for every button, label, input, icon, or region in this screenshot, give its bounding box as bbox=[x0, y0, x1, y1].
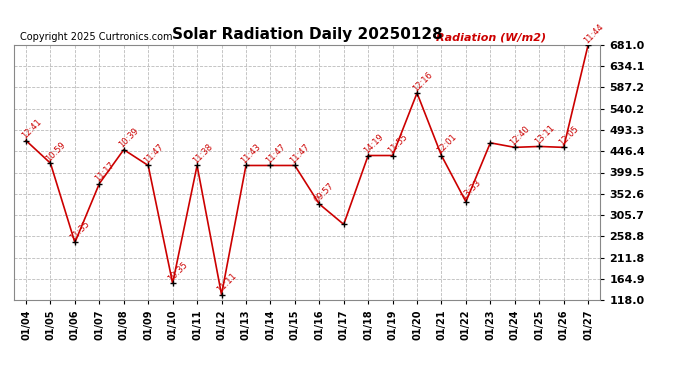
Text: Copyright 2025 Curtronics.com: Copyright 2025 Curtronics.com bbox=[19, 33, 172, 42]
Text: 11:44: 11:44 bbox=[582, 22, 605, 45]
Text: 09:57: 09:57 bbox=[313, 181, 336, 204]
Text: 11:47: 11:47 bbox=[288, 142, 312, 165]
Text: 12:01: 12:01 bbox=[435, 132, 458, 156]
Text: 10:35: 10:35 bbox=[166, 260, 190, 283]
Text: 11:11: 11:11 bbox=[215, 272, 238, 295]
Text: 12:40: 12:40 bbox=[509, 124, 531, 147]
Text: 10:59: 10:59 bbox=[44, 140, 67, 163]
Text: 11:55: 11:55 bbox=[386, 132, 409, 156]
Text: 11:35: 11:35 bbox=[68, 219, 92, 243]
Text: 10:39: 10:39 bbox=[117, 126, 141, 150]
Text: 11:43: 11:43 bbox=[239, 142, 263, 165]
Text: 11:17: 11:17 bbox=[93, 160, 116, 184]
Text: 11:47: 11:47 bbox=[264, 142, 287, 165]
Text: 13:33: 13:33 bbox=[460, 178, 483, 202]
Text: 11:38: 11:38 bbox=[190, 142, 214, 165]
Text: 12:41: 12:41 bbox=[19, 117, 43, 141]
Text: 12:16: 12:16 bbox=[411, 70, 434, 93]
Text: 12:05: 12:05 bbox=[558, 124, 580, 147]
Text: Radiation (W/m2): Radiation (W/m2) bbox=[436, 33, 546, 42]
Text: 14:19: 14:19 bbox=[362, 132, 385, 156]
Text: 13:11: 13:11 bbox=[533, 123, 556, 147]
Text: 11:47: 11:47 bbox=[142, 142, 165, 165]
Title: Solar Radiation Daily 20250128: Solar Radiation Daily 20250128 bbox=[172, 27, 442, 42]
